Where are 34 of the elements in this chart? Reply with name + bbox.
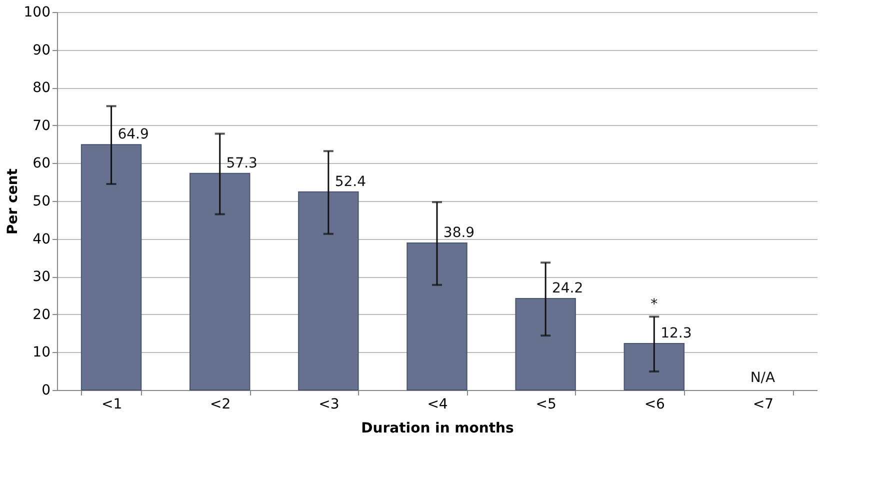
data-label: 57.3 [226, 155, 258, 172]
data-label: 24.2 [552, 280, 584, 297]
x-tick-label: <2 [210, 396, 231, 412]
data-label: 52.4 [334, 174, 366, 190]
y-tick-label: 60 [32, 156, 50, 172]
annotation: * [650, 296, 658, 313]
data-label: 64.9 [118, 126, 149, 143]
y-tick-label: 70 [32, 118, 50, 134]
y-axis-title: Per cent [4, 168, 21, 234]
y-tick-label: 100 [24, 4, 50, 20]
bar [298, 191, 359, 390]
y-tick-label: 10 [32, 344, 50, 361]
data-label: 38.9 [443, 224, 475, 241]
y-tick-label: 20 [32, 306, 50, 323]
y-tick-label: 80 [32, 80, 50, 96]
bar [80, 144, 142, 390]
y-tick-label: 50 [32, 194, 50, 210]
x-tick-label: <4 [427, 396, 448, 412]
bar [406, 242, 468, 390]
x-tick-label: <1 [101, 396, 122, 412]
annotation: N/A [750, 370, 776, 386]
y-tick-label: 90 [32, 42, 50, 58]
x-tick-label: <5 [536, 396, 556, 412]
x-tick-label: <6 [644, 396, 666, 412]
bar [624, 343, 684, 390]
x-tick-label: <7 [752, 396, 774, 412]
x-axis-title: Duration in months [361, 420, 514, 436]
y-tick-label: 40 [32, 231, 50, 248]
bar [190, 172, 250, 390]
y-tick-label: 0 [42, 382, 50, 398]
y-tick-label: 30 [32, 269, 50, 286]
bar [515, 298, 576, 390]
data-label: 12.3 [660, 326, 692, 342]
x-tick-label: <3 [318, 396, 340, 412]
